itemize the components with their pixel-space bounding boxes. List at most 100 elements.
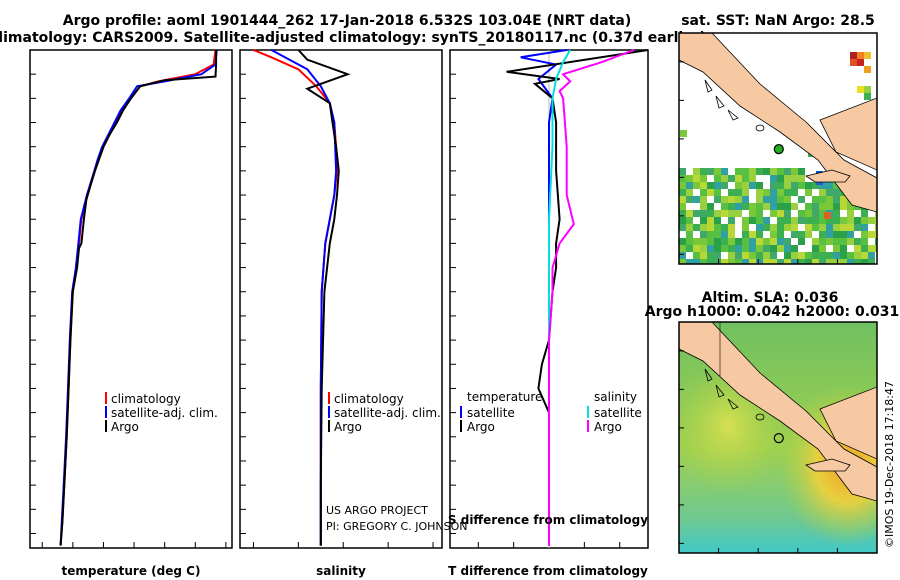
- sst-cell: [805, 217, 812, 224]
- sst-cell: [798, 210, 805, 217]
- legend-label-t-satellite: satellite: [467, 406, 515, 420]
- sst-map: sat. SST: NaN Argo: 28.5: [678, 13, 878, 265]
- sst-cell: [812, 224, 819, 231]
- sst-cell: [700, 217, 707, 224]
- sst-cell: [791, 217, 798, 224]
- sst-cell: [784, 224, 791, 231]
- sst-cell: [721, 168, 728, 175]
- sst-cell: [735, 245, 742, 252]
- series-line-argo: [297, 49, 351, 546]
- salinity-panel: salinity climatology satellite-adj. clim…: [239, 49, 467, 578]
- sst-cell: [770, 189, 777, 196]
- pi-label: PI: GREGORY C. JOHNSON: [326, 520, 467, 533]
- sst-cell: [763, 238, 770, 245]
- sst-cell: [686, 217, 693, 224]
- sst-cell: [742, 168, 749, 175]
- sst-cell: [784, 210, 791, 217]
- sst-cell: [875, 217, 877, 224]
- sst-cell: [728, 175, 735, 182]
- sst-cell: [700, 224, 707, 231]
- sst-cell: [777, 168, 784, 175]
- sst-cell: [805, 210, 812, 217]
- sumatra-landmass: [679, 33, 877, 213]
- sst-cell: [700, 210, 707, 217]
- sst-cell: [791, 231, 798, 238]
- sst-cell: [735, 189, 742, 196]
- sst-cell: [686, 189, 693, 196]
- enggano-island: [755, 124, 765, 132]
- difference-series: [506, 49, 649, 546]
- sst-cell: [742, 203, 749, 210]
- depth-y-ticks: [30, 49, 36, 534]
- sst-cell: [791, 168, 798, 175]
- sst-cell: [763, 259, 770, 264]
- sst-cell: [819, 203, 826, 210]
- sst-cell: [679, 196, 686, 203]
- sst-cell: [693, 224, 700, 231]
- series-line-t-argo: [506, 49, 649, 546]
- sst-cell: [756, 196, 763, 203]
- sst-cell: [756, 252, 763, 259]
- sst-cell: [791, 245, 798, 252]
- t-difference-x-label: T difference from climatology: [448, 564, 648, 578]
- salinity-plot-frame: [239, 49, 443, 549]
- sst-cell: [700, 252, 707, 259]
- sst-cell: [686, 231, 693, 238]
- sst-cell: [847, 231, 854, 238]
- sst-cell: [679, 175, 686, 182]
- java-landmass: [805, 169, 851, 183]
- sst-cell: [864, 86, 871, 93]
- sst-cell: [707, 238, 714, 245]
- sst-cell: [798, 259, 805, 264]
- sst-cell: [791, 224, 798, 231]
- sst-cell: [770, 245, 777, 252]
- sst-cell: [777, 189, 784, 196]
- sst-cell: [693, 182, 700, 189]
- imos-credit: ©IMOS 19-Dec-2018 17:18:47: [883, 381, 896, 548]
- sst-cell: [777, 238, 784, 245]
- sst-cell: [749, 168, 756, 175]
- sst-cell: [679, 189, 686, 196]
- sst-cell: [707, 217, 714, 224]
- sst-cell: [728, 259, 735, 264]
- sst-cell: [714, 182, 721, 189]
- figure-title-line1: Argo profile: aoml 1901444_262 17-Jan-20…: [63, 13, 632, 29]
- sst-cell: [707, 182, 714, 189]
- sst-cell: [770, 259, 777, 264]
- sst-cell: [700, 203, 707, 210]
- sst-cell: [847, 217, 854, 224]
- sst-cell: [840, 196, 847, 203]
- sst-cell: [861, 217, 868, 224]
- sst-cell: [791, 203, 798, 210]
- sst-cell: [875, 224, 877, 231]
- sst-cell: [728, 196, 735, 203]
- sst-cell: [742, 196, 749, 203]
- sst-cell: [840, 252, 847, 259]
- sst-cell: [857, 86, 864, 93]
- sst-cell: [833, 210, 840, 217]
- sst-cell: [770, 231, 777, 238]
- sst-cell: [819, 259, 826, 264]
- salinity-y-ticks: [240, 49, 246, 534]
- sst-cell: [805, 231, 812, 238]
- sst-cell: [812, 245, 819, 252]
- sst-cell: [749, 231, 756, 238]
- sst-cell: [721, 224, 728, 231]
- sst-cell: [798, 175, 805, 182]
- sst-cell: [721, 182, 728, 189]
- sst-cell: [735, 196, 742, 203]
- sst-cell: [707, 252, 714, 259]
- sst-cell: [721, 238, 728, 245]
- sst-cell: [784, 168, 791, 175]
- temperature-legend: climatology satellite-adj. clim. Argo: [105, 392, 218, 434]
- s-difference-label: S difference from climatology: [448, 513, 648, 527]
- sst-cell: [791, 182, 798, 189]
- sst-cell: [826, 238, 833, 245]
- sst-cell: [819, 238, 826, 245]
- sst-cell: [864, 52, 871, 59]
- legend-title-salinity: salinity: [594, 390, 637, 404]
- sst-cell: [847, 238, 854, 245]
- sst-cell: [819, 182, 826, 189]
- sla-map-title-line2: Argo h1000: 0.042 h2000: 0.031: [645, 304, 900, 320]
- sst-cell: [847, 224, 854, 231]
